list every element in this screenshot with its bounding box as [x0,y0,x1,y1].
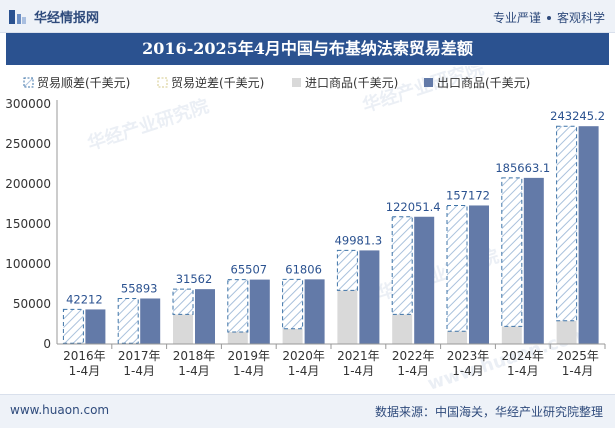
x-tick-label: 2022年 [392,349,435,363]
tagline-left: 专业严谨 [492,11,541,25]
x-tick-label: 2023年 [447,349,490,363]
legend-swatch [292,78,301,87]
export-bar [359,250,380,344]
x-tick-label: 2016年 [63,349,106,363]
logo-icon [9,9,26,24]
surplus-bar [282,278,304,330]
x-axis: 2016年1-4月2017年1-4月2018年1-4月2019年1-4月2020… [57,343,606,378]
import-bar [282,328,303,344]
x-tick-label: 2018年 [173,349,216,363]
footer-source: 数据来源：中国海关，华经产业研究院整理 [374,405,603,419]
export-bar [523,177,544,344]
watermark-text: 华经产业研究院 [360,66,487,117]
export-bar [578,126,599,344]
export-bar [85,309,106,344]
import-bar [447,331,467,344]
surplus-bar [391,216,413,315]
y-axis: 0 50000 100000 150000 200000 250000 300000 [5,97,58,351]
x-tick-label: 1-4月 [397,364,429,378]
y-tick-label: 50000 [13,297,51,311]
y-tick-label: 0 [43,337,51,351]
export-bar [140,298,161,344]
x-tick-label: 1-4月 [69,364,101,378]
data-label: 42212 [66,292,103,306]
export-bar [249,279,270,344]
x-tick-label: 2025年 [556,349,599,363]
y-tick-label: 150000 [5,217,51,231]
import-bar [337,290,358,344]
tagline: 专业严谨 客观科学 [493,9,605,26]
data-label: 185663.1 [495,161,550,175]
x-tick-label: 1-4月 [343,364,375,378]
y-tick-label: 300000 [5,97,51,111]
x-tick-label: 2021年 [337,349,380,363]
footer-bar: www.huaon.com 数据来源：中国海关，华经产业研究院整理 [0,394,615,428]
import-bar [392,314,413,344]
legend-swatch [157,77,168,88]
x-tick-label: 1-4月 [233,364,265,378]
surplus-bar [227,279,249,333]
export-bar [414,216,435,344]
brand-name: 华经情报网 [34,11,100,26]
chart-title: 2016-2025年4月中国与布基纳法索贸易差额 [6,33,609,65]
x-tick-label: 2024年 [502,349,545,363]
legend-label: 贸易逆差(千美元) [171,75,264,90]
surplus-bar [556,125,578,322]
data-label: 122051.4 [386,200,441,214]
data-label: 65507 [231,263,268,277]
x-tick-label: 2019年 [228,349,271,363]
export-bar [195,289,215,344]
y-tick-label: 100000 [5,257,51,271]
data-label: 157172 [446,188,490,202]
data-label: 31562 [176,272,213,286]
data-label: 61806 [285,262,322,276]
footer-website: www.huaon.com [10,403,110,417]
x-tick-label: 1-4月 [562,364,594,378]
x-tick-label: 1-4月 [507,364,539,378]
import-bar [501,326,522,344]
export-bar [469,205,489,344]
legend-label: 进口商品(千美元) [305,75,398,90]
tagline-right: 客观科学 [556,11,605,25]
surplus-bar [117,297,139,344]
data-label: 49981.3 [335,233,383,247]
watermark-text: 华经产业研究院 [85,95,212,155]
legend-swatch [424,78,433,87]
data-label: 55893 [121,281,158,295]
surplus-bar [172,288,194,315]
y-tick-label: 250000 [5,137,51,151]
dot-icon [546,16,551,20]
export-bar [304,279,325,344]
header-bar: 华经情报网 专业严谨 客观科学 [0,0,615,33]
legend-label: 出口商品(千美元) [437,75,530,90]
legend: 贸易顺差(千美元) 贸易逆差(千美元) 进口商品(千美元) 出口商品(千美元) [23,75,530,90]
legend-swatch [23,77,34,88]
x-tick-label: 2017年 [118,349,161,363]
surplus-bar [446,204,468,332]
legend-label: 贸易顺差(千美元) [37,76,130,90]
x-tick-label: 1-4月 [288,364,320,378]
data-label: 243245.2 [550,109,605,123]
surplus-bar [501,177,523,327]
x-tick-label: 1-4月 [123,364,155,378]
x-tick-label: 1-4月 [178,364,210,378]
surplus-bar [336,249,358,291]
import-bar [173,314,193,344]
import-bar [227,332,248,344]
import-bar [556,320,577,344]
bars: 42212 55893 31562 65507 61806 49981.3 122051.4… [62,109,605,344]
x-tick-label: 2020年 [282,349,325,363]
x-tick-label: 1-4月 [452,364,484,378]
y-tick-label: 200000 [5,177,51,191]
surplus-bar [62,308,84,344]
brand: 华经情报网 [8,7,99,26]
